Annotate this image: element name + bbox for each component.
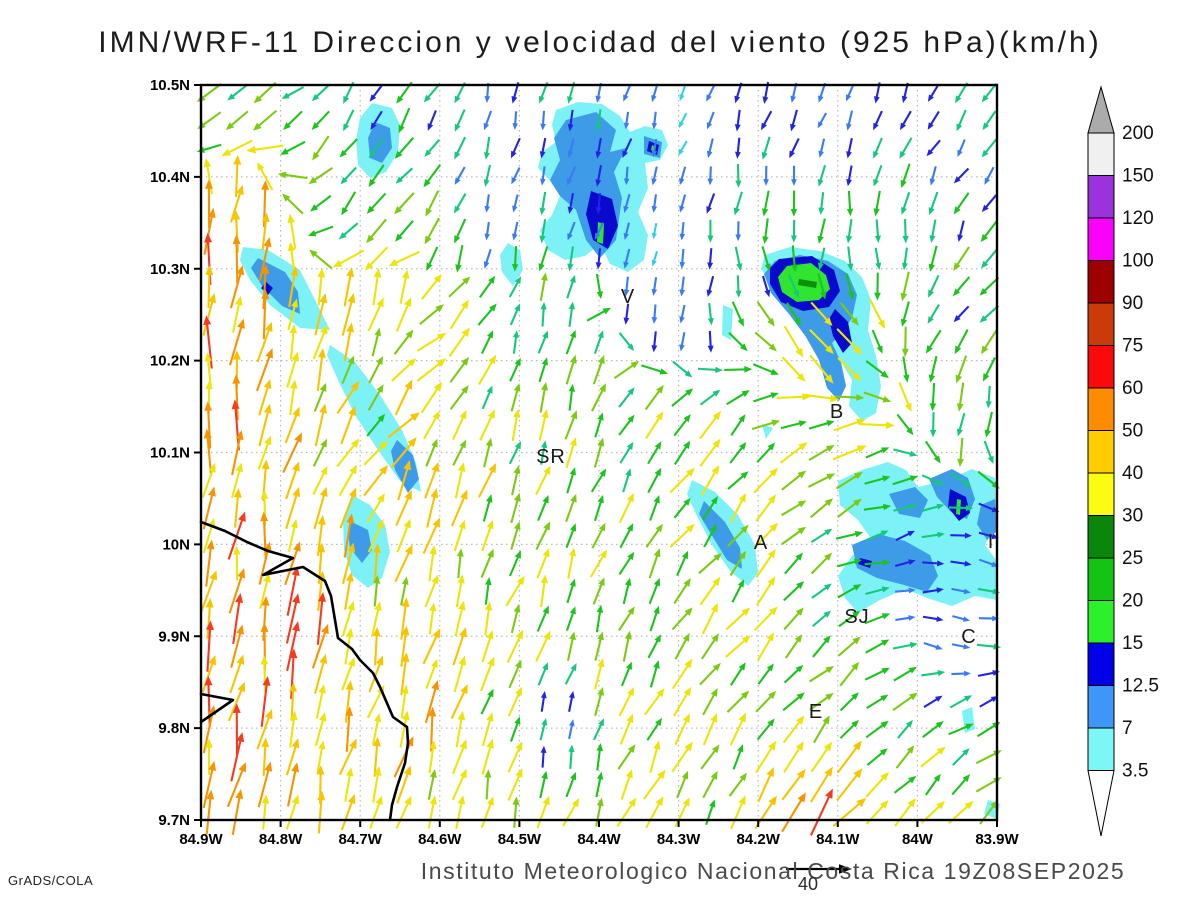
- svg-text:9.8N: 9.8N: [158, 720, 190, 737]
- svg-text:84.5W: 84.5W: [498, 831, 542, 848]
- svg-text:9.7N: 9.7N: [158, 812, 190, 829]
- svg-text:84.2W: 84.2W: [737, 831, 781, 848]
- svg-text:10.2N: 10.2N: [150, 353, 190, 370]
- svg-text:40: 40: [1122, 463, 1143, 484]
- footer-caption: Instituto Meteorologico Nacional Costa R…: [420, 858, 1126, 884]
- svg-text:10.1N: 10.1N: [150, 445, 190, 462]
- svg-text:3.5: 3.5: [1122, 761, 1148, 782]
- station-labels: V B SR A SJ C E I: [536, 286, 995, 723]
- svg-text:200: 200: [1122, 123, 1154, 144]
- svg-text:SR: SR: [536, 446, 566, 468]
- svg-text:90: 90: [1122, 293, 1143, 314]
- svg-text:E: E: [809, 701, 823, 723]
- svg-text:B: B: [830, 401, 844, 423]
- svg-text:150: 150: [1122, 166, 1154, 187]
- svg-text:84.7W: 84.7W: [339, 831, 383, 848]
- coastline: [199, 520, 410, 822]
- svg-text:V: V: [621, 286, 635, 308]
- svg-text:9.9N: 9.9N: [158, 628, 190, 645]
- svg-text:84.4W: 84.4W: [577, 831, 621, 848]
- grads-credit: GrADS/COLA: [8, 873, 94, 888]
- colorbar: [1087, 85, 1115, 837]
- svg-text:A: A: [754, 532, 768, 554]
- svg-text:SJ: SJ: [844, 606, 869, 628]
- svg-text:20: 20: [1122, 591, 1143, 612]
- svg-text:84.3W: 84.3W: [657, 831, 701, 848]
- svg-text:50: 50: [1122, 421, 1143, 442]
- svg-text:25: 25: [1122, 548, 1143, 569]
- svg-text:84.8W: 84.8W: [259, 831, 303, 848]
- shaded-regions: [240, 102, 1000, 819]
- svg-text:84.6W: 84.6W: [418, 831, 462, 848]
- svg-text:30: 30: [1122, 506, 1143, 527]
- axis-labels: 84.9W 84.8W 84.7W 84.6W 84.5W 84.4W 84.3W 84.2W…: [150, 77, 1020, 848]
- colorbar-labels: 200 150 120 100 90 75 60 50 40 30 25 20 15 12.5 7 3.5: [1122, 123, 1159, 782]
- page-title: IMN/WRF-11 Direccion y velocidad del vie…: [98, 26, 1102, 59]
- svg-text:83.9W: 83.9W: [975, 831, 1019, 848]
- svg-text:10.5N: 10.5N: [150, 77, 190, 94]
- svg-text:60: 60: [1122, 378, 1143, 399]
- reference-arrow: [786, 864, 852, 874]
- svg-text:7: 7: [1122, 718, 1133, 739]
- svg-text:84.9W: 84.9W: [179, 831, 223, 848]
- svg-text:10.4N: 10.4N: [150, 169, 190, 186]
- svg-text:84.1W: 84.1W: [816, 831, 860, 848]
- svg-text:12.5: 12.5: [1122, 676, 1159, 697]
- svg-text:I: I: [988, 531, 995, 553]
- svg-text:10N: 10N: [162, 536, 190, 553]
- wind-arrows: [196, 81, 1002, 836]
- svg-text:75: 75: [1122, 336, 1143, 357]
- svg-text:C: C: [961, 626, 976, 648]
- svg-text:100: 100: [1122, 251, 1154, 272]
- svg-text:15: 15: [1122, 633, 1143, 654]
- svg-text:120: 120: [1122, 208, 1154, 229]
- svg-text:84W: 84W: [902, 831, 934, 848]
- reference-arrow-label: 40: [797, 874, 819, 894]
- svg-text:10.3N: 10.3N: [150, 261, 190, 278]
- axis-ticks: [194, 84, 998, 827]
